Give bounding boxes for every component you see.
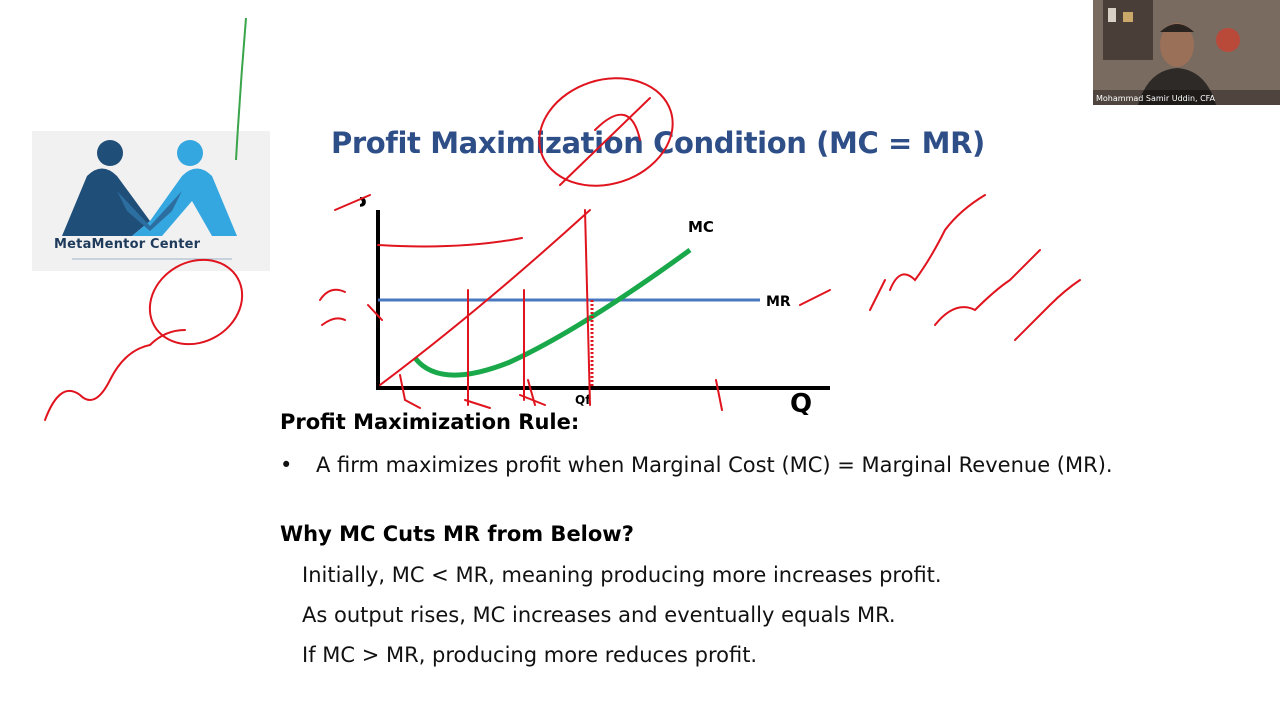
mc-curve — [413, 247, 692, 378]
rule-heading: Profit Maximization Rule: — [280, 410, 580, 434]
qf-label: Qf — [575, 393, 591, 407]
logo-text: MetaMentor Center — [54, 237, 201, 252]
logo-mark-icon — [62, 140, 237, 260]
explanation-line-2: As output rises, MC increases and eventu… — [302, 603, 896, 627]
why-heading: Why MC Cuts MR from Below? — [280, 522, 634, 546]
explanation-line-1: Initially, MC < MR, meaning producing mo… — [302, 563, 942, 587]
p-axis-label: P — [360, 193, 367, 217]
mc-label: MC — [688, 218, 714, 236]
presenter-name: Mohammad Samir Uddin, CFA — [1096, 94, 1216, 103]
presenter-video-icon — [1093, 0, 1280, 105]
slide-title: Profit Maximization Condition (MC = MR) — [331, 126, 985, 160]
webcam-video-tile: Mohammad Samir Uddin, CFA — [1093, 0, 1280, 105]
mc-mr-chart: P Q MR MC Qf — [360, 193, 830, 415]
explanation-line-3: If MC > MR, producing more reduces profi… — [302, 643, 758, 667]
mr-label: MR — [766, 294, 791, 310]
bullet-text: A firm maximizes profit when Marginal Co… — [316, 453, 1113, 477]
bullet-dot-icon: • — [280, 453, 293, 477]
q-axis-label: Q — [790, 389, 812, 415]
metamentor-logo: MetaMentor Center — [32, 131, 270, 271]
